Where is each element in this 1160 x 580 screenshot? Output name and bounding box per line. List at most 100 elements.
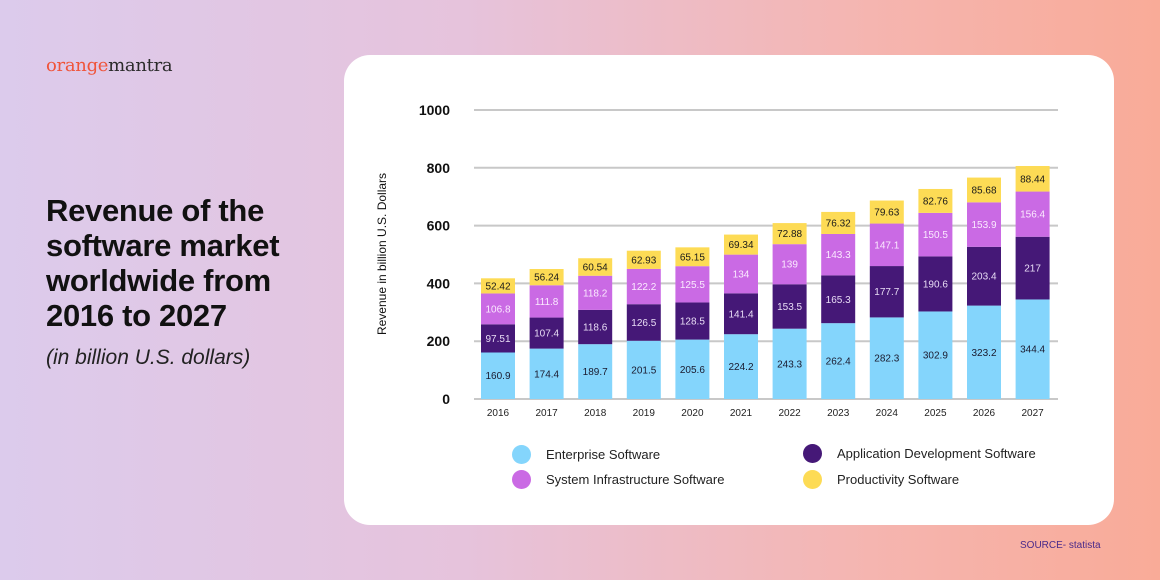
x-tick-label: 2018 [584,408,607,419]
data-label: 97.51 [485,334,510,345]
x-tick-label: 2019 [633,408,656,419]
y-tick-label: 800 [427,160,451,176]
data-label: 224.2 [728,362,753,373]
bar-segment [772,244,807,285]
bar-segment [724,234,758,255]
x-tick-label: 2025 [924,408,947,419]
bar-segment [821,275,856,324]
bar-segment [529,285,564,318]
heading-block: Revenue of the software market worldwide… [46,193,341,371]
data-label: 150.5 [923,230,948,241]
y-tick-label: 600 [427,218,451,234]
data-label: 65.15 [680,252,705,263]
data-label: 85.68 [971,185,996,196]
bar-segment [529,317,564,349]
data-label: 205.6 [680,365,705,376]
data-label: 126.5 [631,318,656,329]
x-tick-label: 2022 [778,408,801,419]
bar-segment [626,250,661,269]
data-label: 147.1 [874,240,899,251]
data-label: 69.34 [728,240,753,251]
bar-segment [578,344,613,399]
bar-segment [481,352,515,399]
x-tick-label: 2023 [827,408,850,419]
bar-segment [1015,236,1050,300]
data-label: 143.3 [826,250,851,261]
bar-segment [724,293,758,335]
bar-segment [626,340,661,399]
brand-logo: orangemantra [46,55,173,76]
data-label: 344.4 [1020,345,1045,356]
x-tick-label: 2017 [535,408,558,419]
source-note: SOURCE- statista [1020,540,1101,551]
data-label: 243.3 [777,359,802,370]
data-label: 323.2 [971,348,996,359]
bar-segment [869,200,904,224]
bar-segment [918,311,953,399]
legend-swatch [512,445,531,464]
bar-segment [967,305,1001,399]
bar-segment [967,202,1001,247]
data-label: 118.2 [583,288,608,299]
bar-segment [626,304,661,341]
bar-segment [918,212,953,257]
data-label: 282.3 [874,354,899,365]
data-label: 177.7 [874,287,899,298]
x-tick-label: 2020 [681,408,704,419]
legend-item-appdev: Application Development Software [803,444,1036,463]
data-label: 201.5 [631,365,656,376]
bar-segment [675,339,710,399]
data-label: 62.93 [631,255,656,266]
data-label: 76.32 [826,218,851,229]
data-label: 118.6 [583,323,608,334]
legend-swatch [512,470,531,489]
bar-segment [869,317,904,399]
data-label: 190.6 [923,279,948,290]
bar-segment [626,268,661,305]
data-label: 139 [781,260,798,271]
bar-segment [578,309,613,345]
page-title: Revenue of the software market worldwide… [46,193,280,333]
bar-segment [481,293,515,325]
bar-segment [1015,191,1050,237]
y-tick-label: 400 [427,275,451,291]
bar-segment [481,278,515,294]
bar-segment [821,211,856,234]
page-subtitle: (in billion U.S. dollars) [46,346,251,369]
data-label: 111.8 [535,297,559,308]
data-label: 107.4 [534,329,559,340]
legend-swatch [803,470,822,489]
bar-segment [772,284,807,329]
data-label: 122.2 [631,282,656,293]
bar-segment [967,246,1001,306]
x-tick-label: 2027 [1021,408,1044,419]
bar-segment [529,268,564,286]
data-label: 88.44 [1020,174,1045,185]
data-label: 160.9 [485,371,510,382]
data-label: 60.54 [583,262,608,273]
data-label: 141.4 [728,309,753,320]
bar-segment [675,302,710,340]
bar-segment [967,177,1001,203]
x-tick-label: 2016 [487,408,510,419]
data-label: 262.4 [826,357,851,368]
y-tick-label: 1000 [419,102,450,118]
data-label: 217 [1024,264,1041,275]
data-label: 174.4 [534,369,559,380]
data-label: 106.8 [485,304,510,315]
x-tick-label: 2026 [973,408,996,419]
bar-segment [724,254,758,294]
y-tick-label: 200 [427,333,451,349]
data-label: 82.76 [923,196,948,207]
data-label: 52.42 [485,281,510,292]
data-label: 79.63 [874,208,899,219]
data-label: 153.9 [971,220,996,231]
x-tick-label: 2024 [876,408,899,419]
legend-item-productivity: Productivity Software [803,470,959,489]
data-label: 128.5 [680,317,705,328]
bar-segment [821,233,856,276]
data-label: 72.88 [777,229,802,240]
bar-segment [772,328,807,399]
legend-item-enterprise: Enterprise Software [512,445,660,464]
legend-item-sysinfra: System Infrastructure Software [512,470,724,489]
